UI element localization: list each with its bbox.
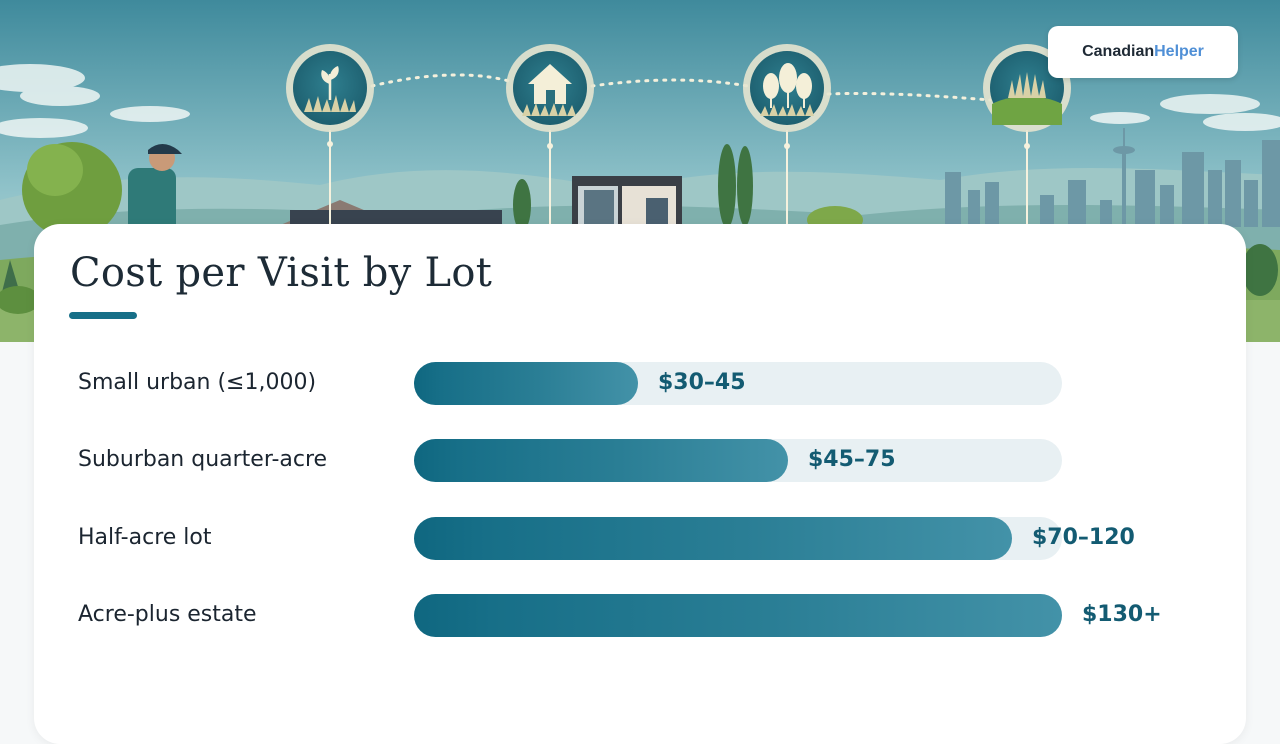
medallion-icons — [286, 44, 1071, 132]
bar-fill — [414, 362, 638, 405]
bar-fill — [414, 516, 1012, 560]
bar-fill — [414, 439, 788, 483]
bar-chart: Small urban (≤1,000) $30–45 Suburban quart… — [34, 224, 1246, 724]
bar-row: Suburban quarter-acre $45–75 — [34, 438, 1246, 483]
house-lawn-icon — [506, 44, 594, 132]
brand-logo: Canadian Helper — [1048, 26, 1238, 78]
title-underline — [69, 312, 137, 319]
chart-card: Cost per Visit by Lot Small urban (≤1,00… — [34, 224, 1246, 744]
category-label: Small urban (≤1,000) — [78, 370, 317, 395]
seedling-grass-icon — [286, 44, 374, 132]
category-label: Suburban quarter-acre — [78, 447, 328, 473]
value-label: $70–120 — [1032, 524, 1135, 550]
value-label: $30–45 — [658, 370, 746, 395]
brand-name-part2: Helper — [1154, 43, 1204, 60]
bar-fill — [414, 593, 1062, 637]
value-label: $130+ — [1082, 601, 1162, 627]
bar-row: Acre-plus estate $130+ — [34, 593, 1246, 637]
category-label: Half-acre lot — [78, 524, 212, 550]
bar-row: Half-acre lot $70–120 — [34, 516, 1246, 560]
chart-title: Cost per Visit by Lot — [70, 250, 493, 296]
category-label: Acre-plus estate — [78, 601, 257, 627]
trees-lawn-icon — [743, 44, 831, 132]
value-label: $45–75 — [808, 447, 896, 473]
brand-name-part1: Canadian — [1082, 43, 1155, 60]
bar-row: Small urban (≤1,000) $30–45 — [34, 361, 1246, 405]
